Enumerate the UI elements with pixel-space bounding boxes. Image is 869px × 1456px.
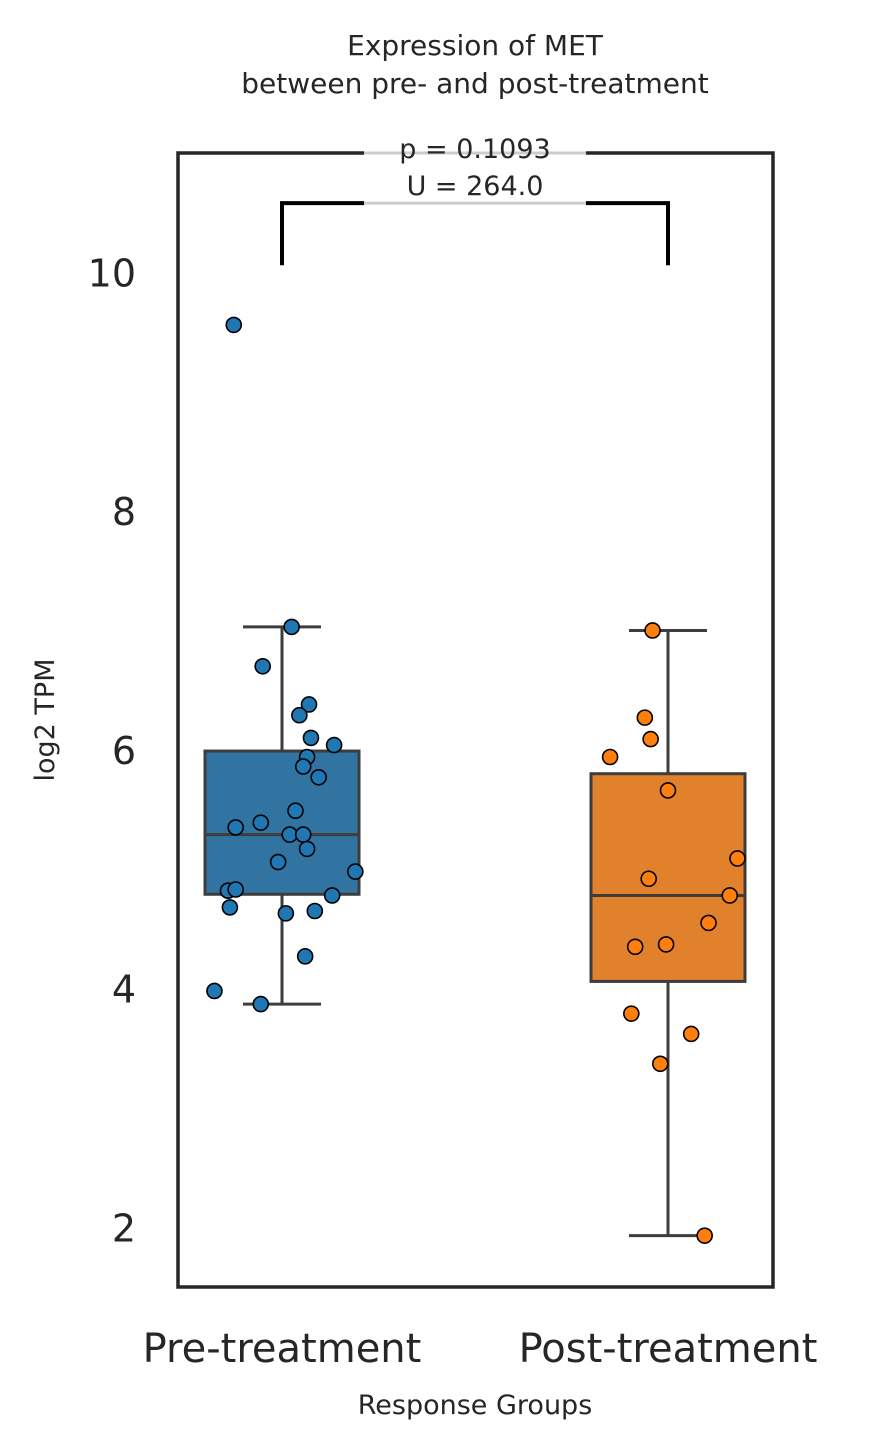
pre-treatment-box — [203, 749, 361, 896]
post-treatment-data-point — [700, 914, 717, 932]
post-treatment-data-point — [729, 850, 746, 867]
post-treatment-data-point — [640, 870, 658, 888]
post-treatment-data-point — [651, 1055, 669, 1073]
post-treatment-data-point — [682, 1025, 700, 1043]
axis-ticks: 2 4 6 8 10 Pre-treatment Post-treatment — [88, 251, 818, 1372]
pre-treatment-data-point — [325, 736, 343, 754]
significance-annotation: p = 0.1093 U = 264.0 — [280, 134, 670, 266]
x-tick-label: Post-treatment — [519, 1326, 818, 1372]
plot-area — [203, 316, 747, 1244]
y-tick-label: 4 — [112, 968, 136, 1012]
pre-treatment-data-point — [300, 696, 318, 713]
p-value-text: p = 0.1093 — [399, 134, 550, 165]
post-treatment-data-point — [657, 936, 675, 953]
pre-treatment-data-point — [252, 995, 270, 1013]
pre-treatment-data-point — [294, 758, 312, 775]
significance-bracket — [280, 201, 670, 266]
y-tick-label: 8 — [112, 490, 136, 534]
post-treatment-data-point — [644, 622, 661, 639]
pre-treatment-data-point — [277, 905, 295, 922]
pre-treatment-data-point — [269, 853, 287, 871]
pre-treatment-data-point — [306, 902, 324, 920]
y-axis-label: log2 TPM — [30, 659, 61, 782]
x-tick-label: Pre-treatment — [143, 1326, 422, 1372]
x-axis-label: Response Groups — [358, 1390, 593, 1421]
u-statistic-text: U = 264.0 — [407, 171, 544, 202]
pre-treatment-data-point — [296, 948, 314, 965]
post-treatment-data-point — [601, 748, 619, 766]
pre-treatment-data-point — [302, 729, 320, 747]
post-treatment-data-point — [642, 730, 659, 748]
pre-treatment-data-point — [310, 768, 327, 786]
pre-treatment-data-point — [298, 840, 316, 858]
chart-title-line-2: between pre- and post-treatment — [241, 67, 709, 100]
pre-treatment-data-point — [254, 657, 272, 675]
post-treatment-data-point — [636, 709, 654, 726]
post-treatment-data-point — [626, 938, 644, 956]
chart-title-line-1: Expression of MET — [347, 29, 604, 62]
post-treatment-data-point — [659, 782, 677, 799]
post-treatment-data-point — [721, 887, 739, 904]
pre-treatment-data-point — [294, 826, 312, 843]
pre-treatment-data-point — [225, 316, 243, 334]
pre-treatment-data-point — [323, 887, 341, 904]
y-tick-label: 10 — [88, 251, 136, 295]
pre-treatment-data-point — [227, 881, 244, 898]
post-treatment-data-point — [623, 1005, 640, 1022]
y-tick-label: 2 — [112, 1206, 136, 1250]
pre-treatment-data-point — [221, 899, 239, 916]
post-treatment-data-point — [696, 1227, 713, 1244]
pre-treatment-data-point — [291, 706, 308, 724]
pre-treatment-data-point — [287, 802, 304, 820]
pre-treatment-data-point — [347, 863, 364, 880]
y-tick-label: 6 — [112, 729, 136, 773]
pre-treatment-data-point — [252, 814, 270, 831]
axes-frame — [176, 151, 775, 1289]
pre-treatment-data-point — [283, 618, 300, 636]
pre-treatment-data-point — [227, 819, 244, 836]
pre-treatment-data-point — [206, 982, 223, 1000]
chart-title: Expression of MET between pre- and post-… — [241, 29, 709, 100]
stat-label-background — [364, 150, 586, 207]
